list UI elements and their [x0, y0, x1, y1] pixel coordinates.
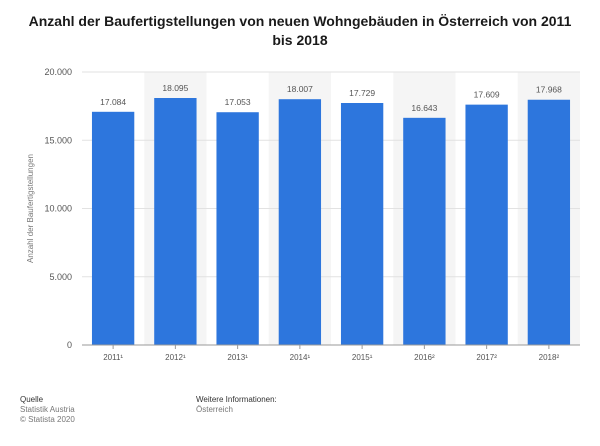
bar-3 [278, 99, 322, 345]
data-label: 17.609 [474, 90, 500, 100]
x-tick-label: 2015¹ [352, 353, 373, 362]
info-block: Weitere Informationen: Österreich [196, 395, 277, 415]
x-tick-label: 2014¹ [290, 353, 311, 362]
x-tick-label: 2017² [476, 353, 497, 362]
chart-title: Anzahl der Baufertigstellungen von neuen… [28, 13, 572, 48]
source-heading: Quelle [20, 395, 44, 404]
bar-1 [154, 98, 197, 345]
y-tick-label: 5.000 [49, 272, 72, 282]
x-tick-label: 2013¹ [227, 353, 248, 362]
data-label: 16.643 [411, 103, 437, 113]
bar-7 [527, 99, 571, 345]
bar-5 [403, 117, 446, 345]
info-line: Österreich [196, 405, 233, 414]
bar-2 [216, 112, 259, 345]
x-tick-label: 2011¹ [103, 353, 123, 362]
data-label: 18.007 [287, 84, 313, 94]
source-line: Statistik Austria [20, 405, 75, 414]
bar-0 [91, 111, 135, 345]
data-label: 17.053 [225, 97, 251, 107]
copyright-line: © Statista 2020 [20, 415, 75, 424]
y-axis-title: Anzahl der Baufertigstellungen [26, 154, 35, 263]
bar-6 [465, 104, 508, 346]
bar-4 [340, 102, 384, 346]
data-label: 18.095 [162, 83, 188, 93]
data-label: 17.968 [536, 85, 562, 95]
x-tick-label: 2016² [414, 353, 435, 362]
x-tick-label: 2012¹ [165, 353, 186, 362]
data-label: 17.084 [100, 97, 126, 107]
y-tick-label: 20.000 [44, 67, 72, 77]
y-tick-label: 0 [67, 340, 72, 350]
y-tick-label: 10.000 [44, 204, 72, 214]
y-tick-label: 15.000 [44, 135, 72, 145]
info-heading: Weitere Informationen: [196, 395, 277, 404]
data-label: 17.729 [349, 88, 375, 98]
source-block: Quelle Statistik Austria © Statista 2020 [20, 395, 75, 425]
x-tick-label: 2018² [539, 353, 560, 362]
